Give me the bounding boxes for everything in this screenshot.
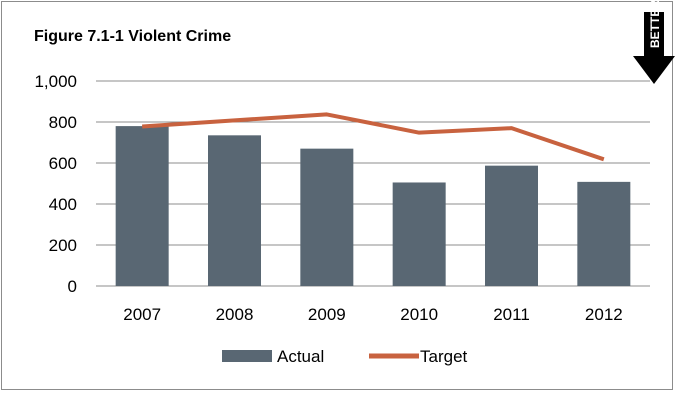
- y-tick-label: 600: [49, 154, 77, 173]
- better-badge-label: BETTER: [648, 0, 662, 48]
- bar-actual: [115, 126, 169, 286]
- legend-label-actual: Actual: [277, 347, 324, 366]
- x-tick-label: 2007: [123, 305, 161, 324]
- legend: Actual Target: [222, 347, 468, 366]
- gridlines: [96, 80, 650, 287]
- y-tick-label: 0: [68, 277, 77, 296]
- y-tick-label: 800: [49, 113, 77, 132]
- x-tick-label: 2008: [216, 305, 254, 324]
- x-tick-label: 2009: [308, 305, 346, 324]
- x-axis-ticks: 2007 2008 2009 2010 2011 2012: [123, 305, 622, 324]
- better-arrow-icon: BETTER: [633, 0, 675, 84]
- target-line-path: [142, 112, 605, 162]
- y-tick-label: 1,000: [34, 72, 77, 91]
- target-line: [142, 112, 605, 162]
- y-axis-ticks: 0 200 400 600 800 1,000: [34, 72, 77, 296]
- y-tick-label: 400: [49, 195, 77, 214]
- bar-actual: [485, 165, 538, 286]
- chart-title: Figure 7.1-1 Violent Crime: [34, 28, 231, 45]
- x-tick-label: 2012: [585, 305, 623, 324]
- bar-actual: [300, 148, 354, 286]
- bar-actual: [577, 181, 631, 286]
- legend-swatch-actual: [222, 350, 272, 362]
- bar-actual: [208, 135, 261, 286]
- x-tick-label: 2010: [400, 305, 438, 324]
- bars: [115, 126, 631, 286]
- bar-actual: [392, 182, 446, 286]
- y-tick-label: 200: [49, 236, 77, 255]
- legend-label-target: Target: [420, 347, 468, 366]
- x-tick-label: 2011: [493, 305, 530, 324]
